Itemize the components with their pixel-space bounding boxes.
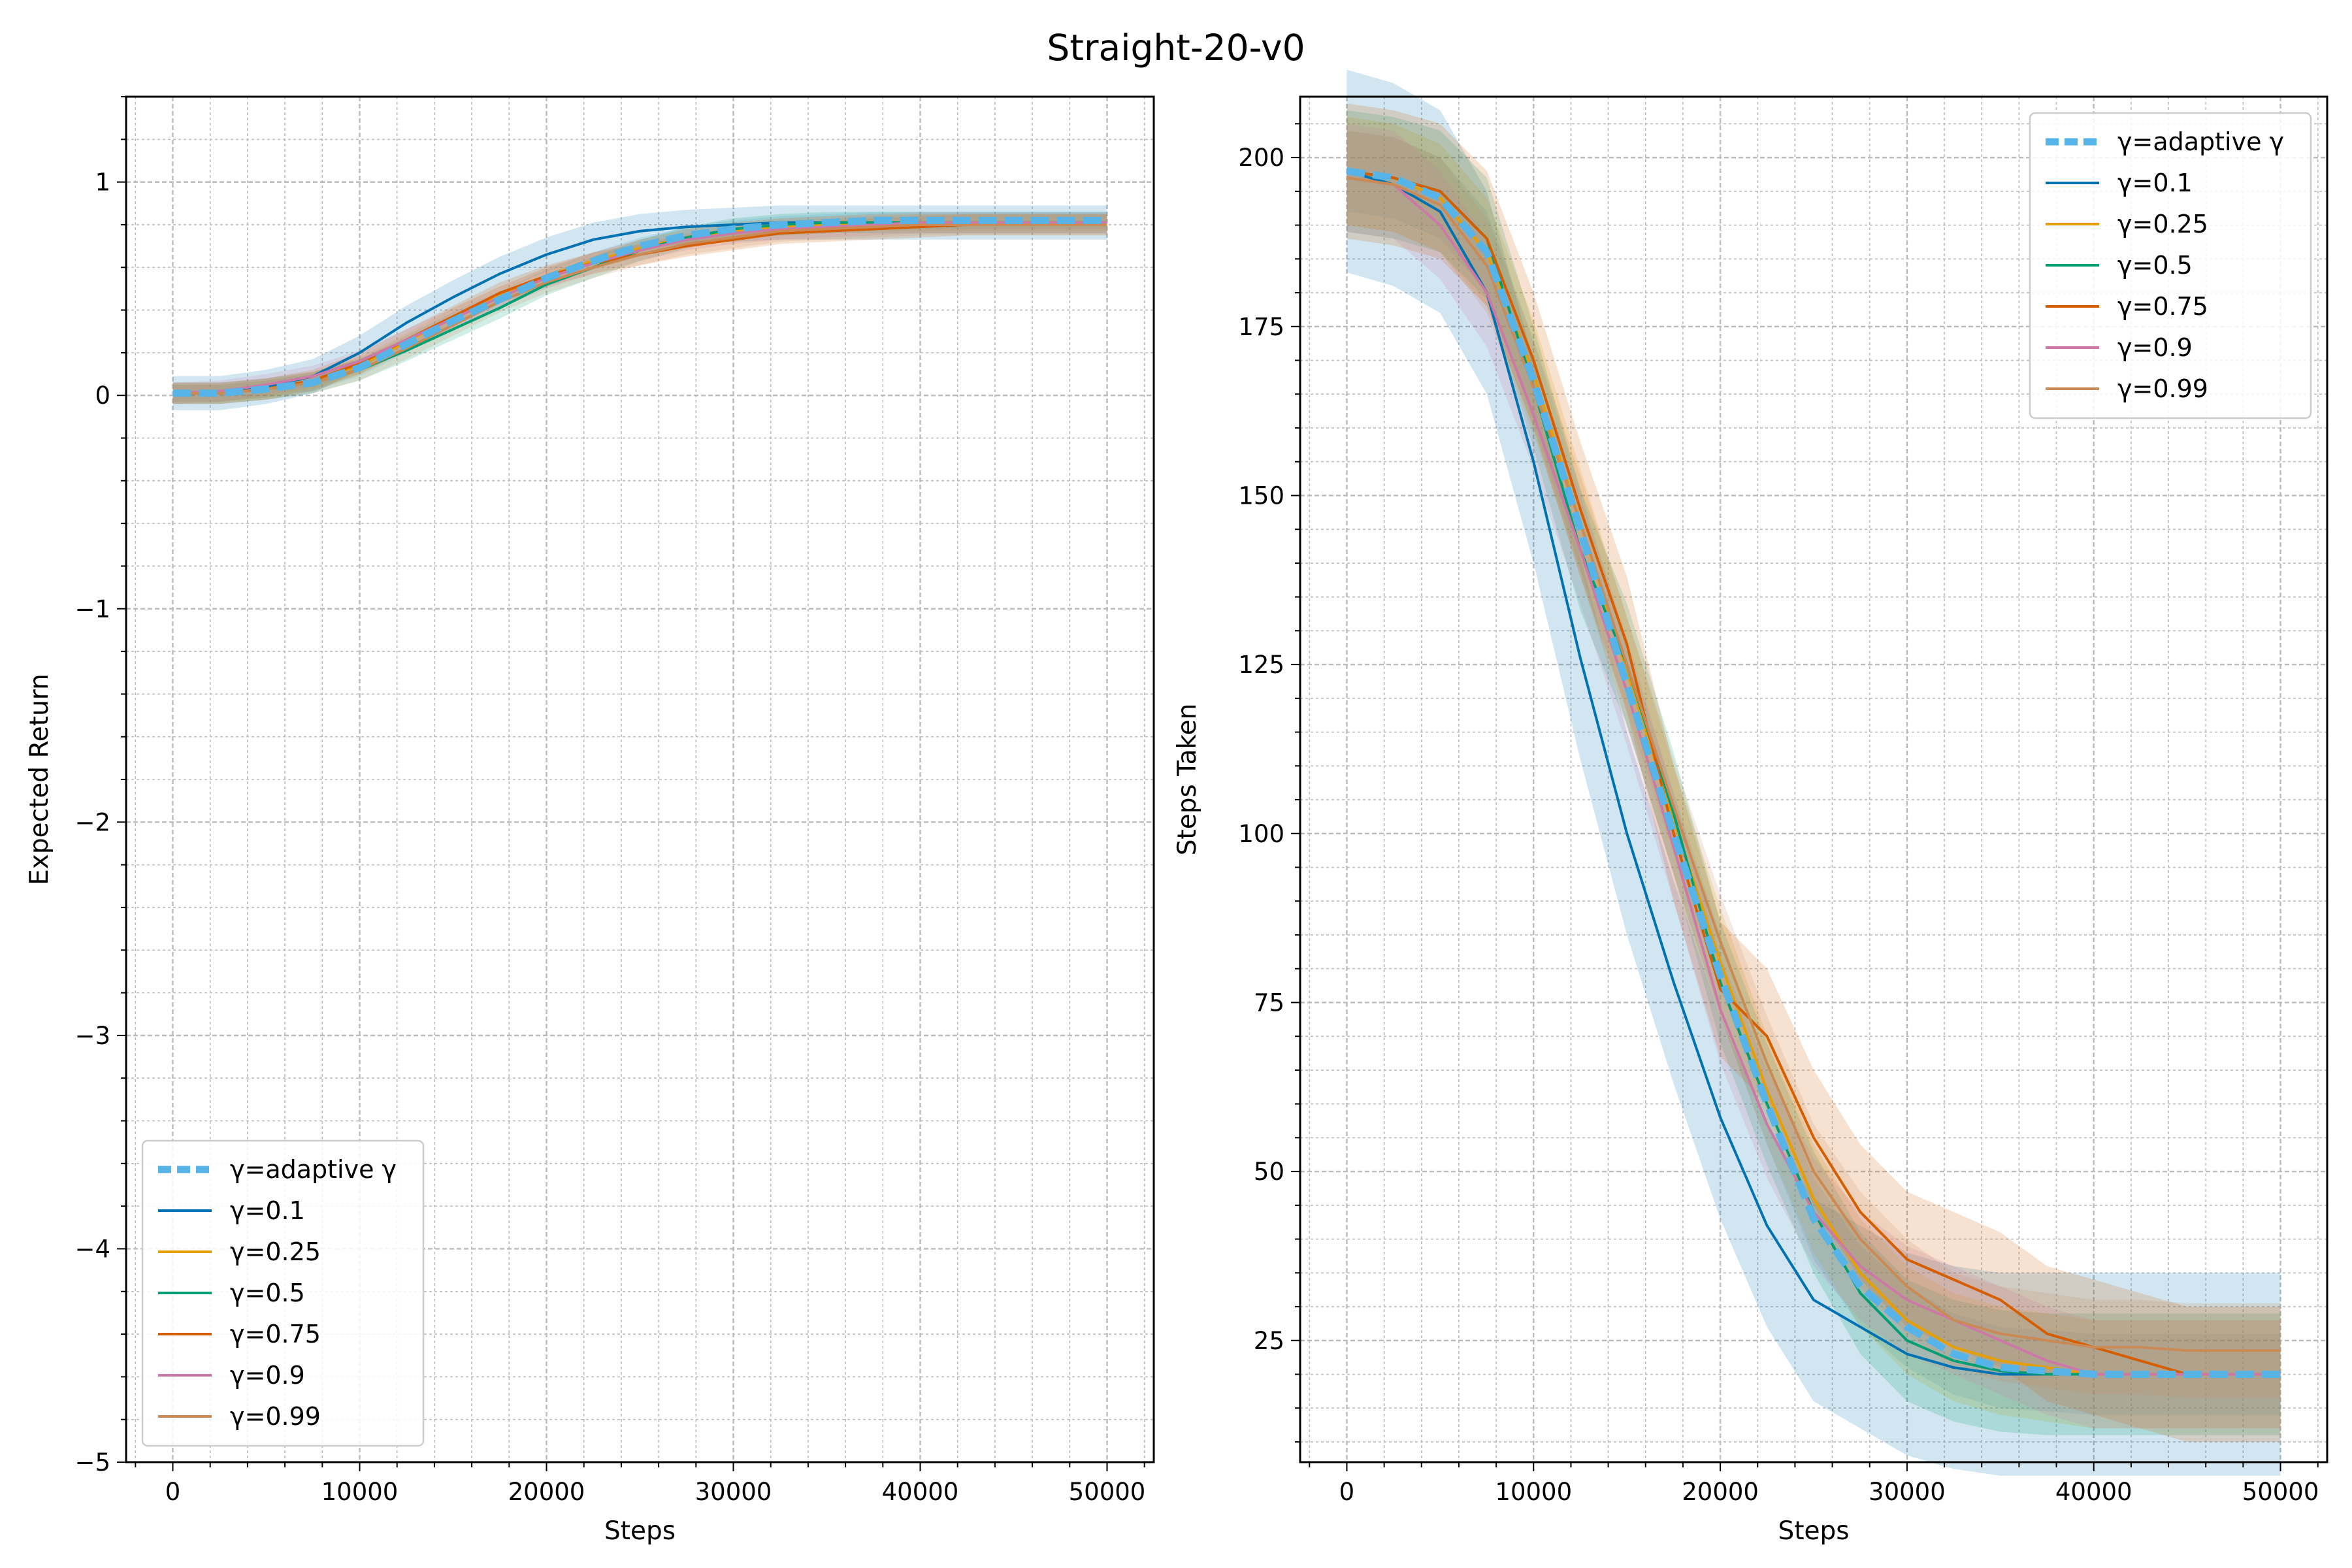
x-tick-label: 10000 — [321, 1478, 399, 1506]
y-tick-label: −1 — [74, 595, 110, 623]
legend-label: γ=adaptive γ — [230, 1155, 397, 1184]
y-tick-label: 200 — [1238, 144, 1284, 172]
confidence-band — [172, 212, 1107, 404]
y-tick-label: 175 — [1238, 313, 1284, 341]
legend-label: γ=0.75 — [2117, 292, 2208, 321]
y-axis-label: Expected Return — [25, 674, 54, 885]
series-lines — [172, 216, 1107, 397]
x-tick-label: 20000 — [508, 1478, 585, 1506]
x-tick-label: 30000 — [1869, 1478, 1946, 1506]
legend-label: γ=0.5 — [230, 1279, 305, 1307]
x-tick-label: 50000 — [1069, 1478, 1146, 1506]
axis-ticks: 0 10000 20000 30000 40000 50000 25 50 75 100 125 15… — [1238, 123, 2319, 1506]
y-tick-label: 1 — [95, 169, 110, 197]
confidence-band — [1347, 130, 2281, 1398]
y-tick-label: −5 — [74, 1448, 110, 1477]
confidence-band — [1347, 117, 2281, 1429]
series-line — [1346, 167, 2281, 1378]
expected-return-chart: 0 10000 20000 30000 40000 50000 −5 −4 −3 −2 −1 0 1 S… — [25, 95, 1155, 1546]
grid — [1300, 97, 2327, 1462]
legend-label: γ=0.9 — [230, 1361, 305, 1390]
legend-label: γ=0.25 — [230, 1237, 321, 1266]
legend: γ=adaptive γ γ=0.1 γ=0.25 γ=0.5 γ=0.75 γ=0.9 γ… — [2029, 112, 2312, 419]
y-tick-label: 125 — [1238, 651, 1284, 679]
legend-label: γ=0.1 — [230, 1196, 305, 1225]
series-line — [1347, 176, 2281, 1352]
series-line — [172, 216, 1107, 397]
y-tick-label: 75 — [1254, 988, 1284, 1017]
legend-label: γ=0.9 — [2117, 333, 2193, 362]
y-axis-label: Steps Taken — [1173, 704, 1202, 856]
x-tick-label: 50000 — [2242, 1478, 2319, 1506]
x-tick-label: 20000 — [1682, 1478, 1759, 1506]
series-line — [1347, 169, 2281, 1376]
y-tick-label: 25 — [1254, 1327, 1284, 1355]
x-tick-label: 40000 — [2055, 1478, 2132, 1506]
y-tick-label: 150 — [1238, 482, 1284, 510]
x-tick-label: 10000 — [1495, 1478, 1572, 1506]
confidence-band — [1347, 123, 2281, 1429]
x-axis-label: Steps — [604, 1516, 676, 1546]
series-line — [172, 221, 1107, 395]
legend-box — [2029, 112, 2312, 419]
y-tick-label: 50 — [1254, 1158, 1284, 1186]
grid — [126, 96, 1154, 1463]
x-tick-label: 30000 — [695, 1478, 772, 1506]
legend-label: γ=adaptive γ — [2117, 127, 2284, 156]
confidence-band — [172, 214, 1107, 404]
legend-label: γ=0.1 — [2117, 169, 2193, 197]
y-tick-label: −2 — [74, 808, 110, 836]
legend-label: γ=0.5 — [2117, 251, 2193, 280]
y-tick-label: −3 — [74, 1022, 110, 1050]
x-tick-label: 0 — [165, 1478, 181, 1506]
axis-ticks: 0 10000 20000 30000 40000 50000 −5 −4 −3 −2 −1 0 1 — [74, 96, 1146, 1506]
x-tick-label: 40000 — [882, 1478, 959, 1506]
series-lines — [1346, 167, 2281, 1378]
y-tick-label: 0 — [95, 382, 110, 410]
legend-label: γ=0.25 — [2117, 210, 2208, 238]
plot-frame — [1299, 95, 2328, 1463]
legend-label: γ=0.99 — [230, 1402, 321, 1431]
legend-label: γ=0.75 — [230, 1320, 321, 1348]
legend-label: γ=0.99 — [2117, 374, 2208, 403]
legend-box — [141, 1139, 425, 1447]
steps-taken-chart: 0 10000 20000 30000 40000 50000 25 50 75 100 125 15… — [1173, 69, 2328, 1546]
figure-title: Straight-20-v0 — [1047, 27, 1305, 69]
y-tick-label: −4 — [74, 1235, 110, 1263]
x-tick-label: 0 — [1339, 1478, 1355, 1506]
confidence-band — [1347, 103, 2281, 1442]
x-axis-label: Steps — [1778, 1516, 1849, 1546]
y-tick-label: 100 — [1238, 820, 1284, 848]
axes-frame — [1299, 95, 2328, 1463]
legend: γ=adaptive γ γ=0.1 γ=0.25 γ=0.5 γ=0.75 γ=0.9 γ… — [141, 1139, 425, 1447]
